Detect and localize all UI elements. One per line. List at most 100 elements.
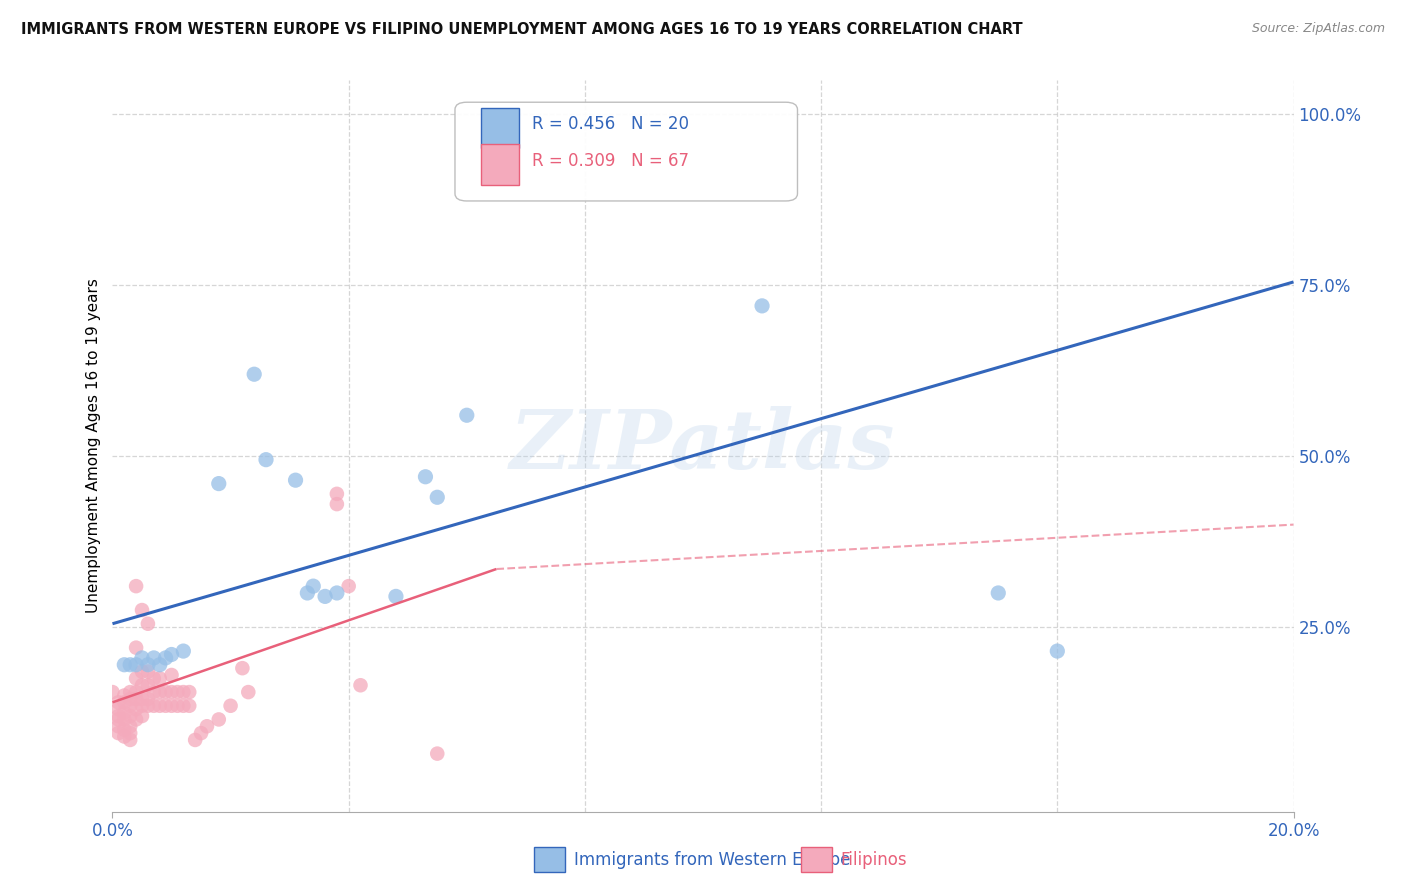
Point — [120, 726, 142, 740]
Point — [131, 678, 153, 692]
Point — [238, 685, 260, 699]
Point — [208, 476, 231, 491]
Point — [149, 672, 172, 686]
Point — [184, 733, 207, 747]
Point — [284, 473, 307, 487]
FancyBboxPatch shape — [481, 108, 519, 148]
Point — [112, 730, 135, 744]
Point — [326, 497, 349, 511]
Point — [101, 685, 124, 699]
Point — [107, 726, 129, 740]
Point — [337, 579, 360, 593]
Point — [326, 487, 349, 501]
Point — [155, 651, 177, 665]
Point — [136, 678, 159, 692]
Point — [385, 590, 408, 604]
Point — [751, 299, 773, 313]
Point — [326, 586, 349, 600]
Point — [125, 672, 148, 686]
Point — [195, 719, 218, 733]
Point — [107, 713, 129, 727]
Text: R = 0.456   N = 20: R = 0.456 N = 20 — [531, 115, 689, 133]
Point — [155, 698, 177, 713]
Point — [149, 685, 172, 699]
Point — [160, 648, 183, 662]
Point — [172, 698, 194, 713]
Text: Source: ZipAtlas.com: Source: ZipAtlas.com — [1251, 22, 1385, 36]
Point — [415, 469, 437, 483]
Point — [125, 702, 148, 716]
Point — [142, 651, 165, 665]
Point — [349, 678, 371, 692]
Point — [142, 698, 165, 713]
Point — [125, 685, 148, 699]
Point — [125, 579, 148, 593]
Point — [243, 368, 266, 382]
Point — [107, 702, 129, 716]
Point — [231, 661, 253, 675]
FancyBboxPatch shape — [456, 103, 797, 201]
Point — [136, 616, 159, 631]
Point — [131, 665, 153, 679]
Point — [160, 698, 183, 713]
Point — [297, 586, 319, 600]
Point — [426, 490, 449, 504]
Point — [179, 698, 201, 713]
Point — [254, 452, 277, 467]
Point — [131, 709, 153, 723]
Point — [155, 685, 177, 699]
Point — [120, 733, 142, 747]
Point — [142, 672, 165, 686]
Point — [149, 657, 172, 672]
Text: Filipinos: Filipinos — [841, 851, 907, 869]
Y-axis label: Unemployment Among Ages 16 to 19 years: Unemployment Among Ages 16 to 19 years — [86, 278, 101, 614]
Point — [107, 719, 129, 733]
Point — [172, 644, 194, 658]
Point — [131, 692, 153, 706]
Point — [120, 692, 142, 706]
Point — [112, 695, 135, 709]
Point — [190, 726, 212, 740]
Point — [160, 685, 183, 699]
Point — [142, 685, 165, 699]
Text: IMMIGRANTS FROM WESTERN EUROPE VS FILIPINO UNEMPLOYMENT AMONG AGES 16 TO 19 YEAR: IMMIGRANTS FROM WESTERN EUROPE VS FILIPI… — [21, 22, 1022, 37]
Point — [112, 657, 135, 672]
Point — [987, 586, 1010, 600]
Point — [107, 709, 129, 723]
Point — [1046, 644, 1069, 658]
Text: R = 0.309   N = 67: R = 0.309 N = 67 — [531, 152, 689, 169]
Point — [314, 590, 336, 604]
Point — [107, 695, 129, 709]
Point — [160, 668, 183, 682]
FancyBboxPatch shape — [481, 145, 519, 185]
Point — [149, 698, 172, 713]
Point — [136, 692, 159, 706]
Point — [120, 685, 142, 699]
Point — [131, 603, 153, 617]
Point — [120, 698, 142, 713]
Point — [131, 698, 153, 713]
Point — [166, 698, 188, 713]
Point — [426, 747, 449, 761]
Point — [136, 698, 159, 713]
Point — [120, 709, 142, 723]
Point — [136, 657, 159, 672]
Point — [112, 706, 135, 720]
Point — [172, 685, 194, 699]
Point — [219, 698, 242, 713]
Point — [120, 657, 142, 672]
Point — [166, 685, 188, 699]
Point — [125, 713, 148, 727]
Point — [208, 713, 231, 727]
Text: ZIPatlas: ZIPatlas — [510, 406, 896, 486]
Text: Immigrants from Western Europe: Immigrants from Western Europe — [574, 851, 851, 869]
Point — [112, 723, 135, 737]
Point — [131, 651, 153, 665]
Point — [120, 719, 142, 733]
Point — [125, 657, 148, 672]
Point — [112, 689, 135, 703]
Point — [112, 713, 135, 727]
Point — [136, 665, 159, 679]
Point — [302, 579, 325, 593]
Point — [125, 640, 148, 655]
